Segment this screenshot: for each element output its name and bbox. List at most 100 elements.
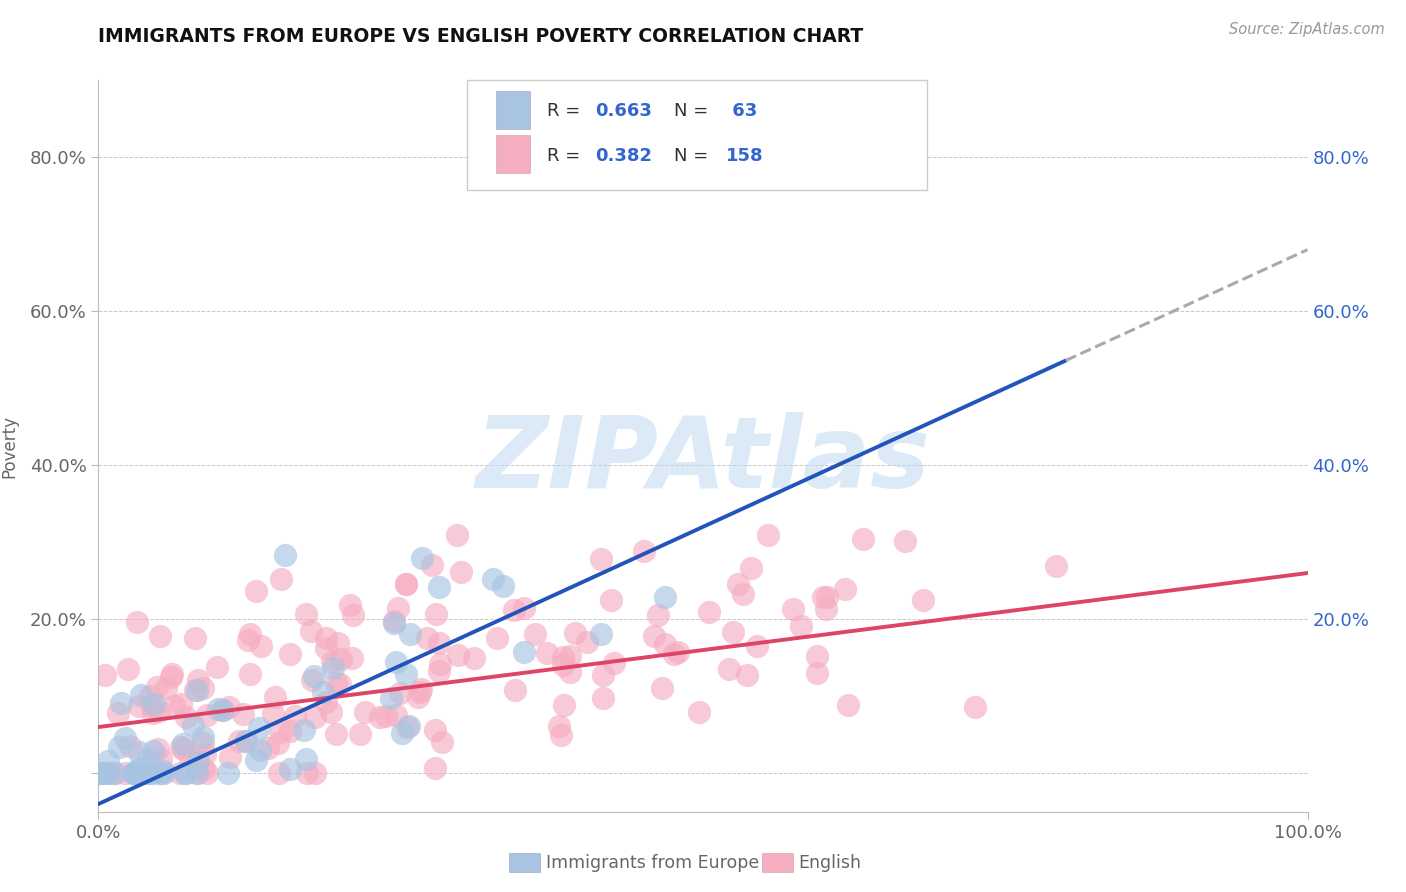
Point: [184, 631, 207, 645]
Point: [553, 698, 575, 712]
Point: [339, 598, 361, 612]
Point: [128, 698, 150, 713]
Point: [150, 766, 173, 780]
Point: [342, 607, 364, 622]
Point: [104, 766, 127, 780]
Point: [153, 766, 176, 780]
Point: [295, 607, 318, 621]
Point: [262, 707, 284, 722]
Point: [245, 752, 267, 766]
Text: 158: 158: [725, 147, 763, 165]
Point: [150, 752, 173, 766]
Point: [758, 528, 780, 542]
Point: [114, 731, 136, 746]
Point: [384, 614, 406, 628]
Point: [263, 690, 285, 704]
Point: [136, 766, 159, 780]
Point: [447, 648, 470, 662]
Point: [304, 766, 326, 780]
Point: [688, 706, 710, 720]
Point: [740, 561, 762, 575]
Point: [114, 766, 136, 780]
Point: [218, 750, 240, 764]
Text: N =: N =: [673, 147, 714, 165]
Point: [187, 754, 209, 768]
Point: [647, 608, 669, 623]
Text: 63: 63: [725, 103, 758, 120]
Point: [149, 766, 172, 780]
Point: [128, 745, 150, 759]
Point: [107, 739, 129, 754]
Point: [387, 601, 409, 615]
Point: [553, 658, 575, 673]
Point: [146, 680, 169, 694]
Point: [232, 707, 254, 722]
Point: [654, 591, 676, 605]
Point: [278, 723, 301, 738]
Point: [125, 766, 148, 780]
Point: [89, 766, 111, 780]
Point: [278, 763, 301, 777]
Point: [93, 667, 115, 681]
Point: [239, 667, 262, 681]
Point: [249, 743, 271, 757]
Point: [416, 631, 439, 645]
Y-axis label: Poverty: Poverty: [0, 415, 18, 477]
Point: [155, 681, 177, 696]
Text: R =: R =: [547, 147, 586, 165]
Point: [273, 549, 295, 563]
Point: [142, 766, 165, 780]
Point: [790, 619, 813, 633]
Point: [325, 675, 347, 690]
Point: [152, 764, 174, 779]
Point: [122, 766, 145, 780]
Point: [321, 655, 343, 669]
Point: [503, 683, 526, 698]
Point: [423, 723, 446, 738]
Point: [411, 550, 433, 565]
Point: [912, 593, 935, 607]
Point: [643, 630, 665, 644]
Point: [492, 579, 515, 593]
Point: [218, 700, 240, 714]
Point: [125, 615, 148, 629]
Point: [217, 766, 239, 780]
Point: [395, 577, 418, 591]
Point: [329, 676, 352, 690]
Point: [668, 645, 690, 659]
Point: [195, 708, 218, 723]
FancyBboxPatch shape: [496, 91, 530, 129]
Point: [747, 639, 769, 653]
Point: [297, 766, 319, 780]
Point: [179, 747, 201, 762]
Point: [117, 662, 139, 676]
Point: [235, 734, 257, 748]
Point: [382, 615, 405, 630]
Point: [427, 664, 450, 678]
Point: [349, 726, 371, 740]
Point: [551, 649, 574, 664]
Point: [256, 740, 278, 755]
Point: [122, 766, 145, 780]
Point: [429, 657, 451, 672]
Point: [186, 766, 208, 780]
Point: [395, 577, 418, 591]
Point: [148, 704, 170, 718]
Point: [301, 673, 323, 687]
Point: [503, 603, 526, 617]
Point: [176, 766, 198, 780]
Point: [267, 736, 290, 750]
Point: [550, 728, 572, 742]
Point: [292, 723, 315, 737]
Point: [852, 532, 875, 546]
Point: [295, 752, 318, 766]
Point: [162, 666, 184, 681]
Point: [170, 740, 193, 755]
Point: [96, 766, 118, 780]
Text: Immigrants from Europe: Immigrants from Europe: [546, 854, 759, 871]
Text: 0.382: 0.382: [595, 147, 652, 165]
Point: [136, 752, 159, 766]
Point: [633, 544, 655, 558]
Text: R =: R =: [547, 103, 586, 120]
Point: [120, 739, 142, 753]
